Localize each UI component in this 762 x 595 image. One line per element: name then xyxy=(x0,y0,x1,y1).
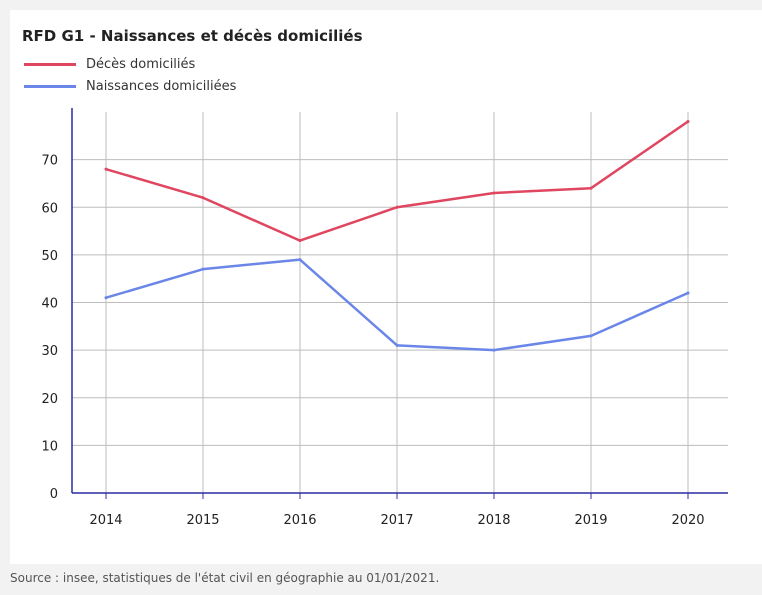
x-tick-label: 2017 xyxy=(380,513,413,528)
y-tick-label: 60 xyxy=(41,201,58,216)
y-tick-label: 50 xyxy=(41,249,58,264)
y-tick-label: 30 xyxy=(41,344,58,359)
series-point-0 xyxy=(686,120,690,124)
x-tick-label: 2015 xyxy=(186,513,219,528)
y-tick-label: 70 xyxy=(41,154,58,169)
source-note: Source : insee, statistiques de l'état c… xyxy=(10,571,440,585)
chart-card xyxy=(10,10,762,564)
series-point-1 xyxy=(201,267,205,271)
series-point-1 xyxy=(395,343,399,347)
legend-swatch-naissances xyxy=(24,84,76,88)
series-point-0 xyxy=(201,196,205,200)
y-tick-label: 10 xyxy=(41,439,58,454)
legend-item-naissances[interactable]: Naissances domiciliées xyxy=(22,75,236,97)
series-point-1 xyxy=(298,258,302,262)
y-tick-label: 0 xyxy=(50,487,58,502)
series-point-1 xyxy=(104,296,108,300)
series-point-0 xyxy=(492,191,496,195)
series-point-1 xyxy=(589,334,593,338)
x-tick-label: 2014 xyxy=(89,513,122,528)
series-point-0 xyxy=(395,205,399,209)
x-tick-label: 2019 xyxy=(574,513,607,528)
chart-legend: Décès domiciliés Naissances domiciliées xyxy=(22,53,236,97)
legend-label-naissances: Naissances domiciliées xyxy=(86,78,237,94)
y-tick-label: 20 xyxy=(41,392,58,407)
series-point-0 xyxy=(298,239,302,243)
legend-item-deces[interactable]: Décès domiciliés xyxy=(22,53,236,75)
x-tick-label: 2018 xyxy=(477,513,510,528)
chart-title: RFD G1 - Naissances et décès domiciliés xyxy=(22,27,363,45)
x-tick-label: 2020 xyxy=(671,513,704,528)
legend-label-deces: Décès domiciliés xyxy=(86,56,196,72)
series-point-1 xyxy=(686,291,690,295)
y-tick-label: 40 xyxy=(41,297,58,312)
series-point-0 xyxy=(104,167,108,171)
series-point-1 xyxy=(492,348,496,352)
x-tick-label: 2016 xyxy=(283,513,316,528)
legend-swatch-deces xyxy=(24,62,76,66)
series-point-0 xyxy=(589,186,593,190)
